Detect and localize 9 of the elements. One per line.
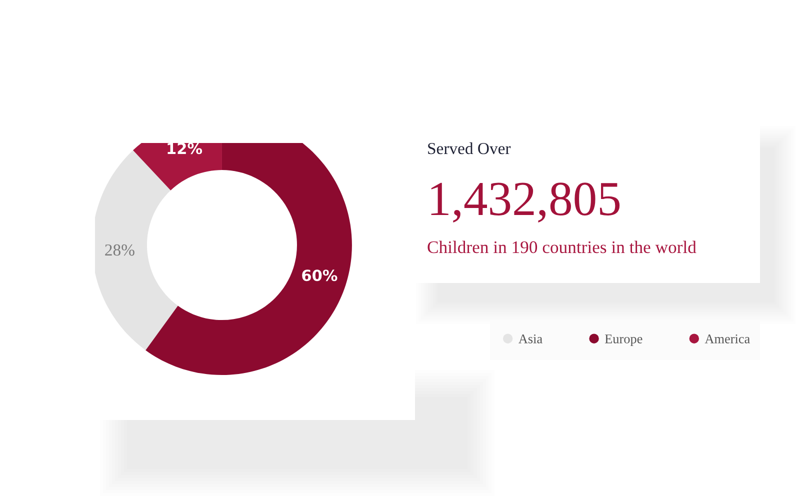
legend-label: Asia [518, 334, 542, 344]
legend-label: Europe [604, 334, 642, 346]
text: Children in 190 countries in the world [428, 240, 696, 254]
data-label: 12% [168, 142, 202, 154]
text: Served Over [428, 142, 511, 154]
data-label: 28% [105, 244, 134, 256]
data-label: 60% [302, 270, 338, 282]
legend-label: America [704, 334, 750, 344]
text: 1,432,805 [431, 182, 620, 222]
